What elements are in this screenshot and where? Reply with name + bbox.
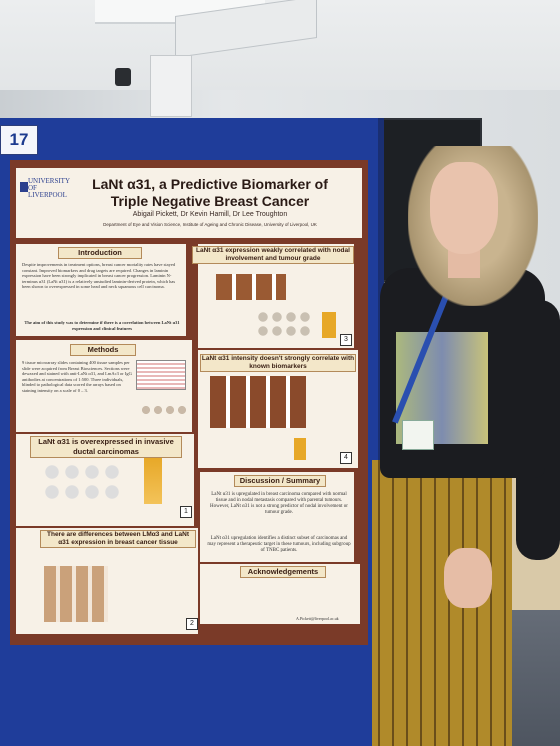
discussion-header: Discussion / Summary — [234, 475, 326, 487]
correlation-bar-image — [322, 312, 336, 338]
panel-number-4: 4 — [340, 452, 352, 464]
introduction-text: Despite improvements in treatment option… — [22, 262, 176, 290]
face — [430, 162, 498, 254]
wall-speaker — [150, 55, 192, 117]
differences-header: There are differences between LMα3 and L… — [40, 530, 196, 548]
acknowledgements-header: Acknowledgements — [240, 566, 326, 578]
panel-number-1: 1 — [180, 506, 192, 518]
checked-trousers — [372, 460, 512, 746]
name-badge — [402, 420, 434, 450]
correlated-header: LaNt α31 expression weakly correlated wi… — [192, 246, 354, 264]
poster-department: Department of Eye and Vision Science, In… — [103, 222, 317, 227]
tumour-stain-images — [216, 274, 286, 300]
panel-number-2: 2 — [186, 618, 198, 630]
crest-icon — [20, 181, 28, 192]
board-number: 17 — [0, 125, 38, 155]
introduction-panel — [16, 244, 186, 336]
contact-email: A.Pickett@liverpool.ac.uk — [296, 616, 339, 621]
tissue-stain-images — [42, 462, 122, 504]
discussion-panel — [200, 472, 354, 562]
overexpressed-header: LaNt α31 is overexpressed in invasive du… — [30, 436, 182, 458]
discussion-text-2: LaNt α31 upregulation identifies a disti… — [207, 536, 351, 553]
panel-number-3: 3 — [340, 334, 352, 346]
ihc-stain-images — [44, 566, 108, 622]
poster-title: LaNt α31, a Predictive Biomarker of Trip… — [75, 176, 345, 210]
poster-authors: Abigail Pickett, Dr Kevin Hamill, Dr Lee… — [132, 211, 288, 218]
microarray-image — [136, 360, 186, 390]
hand — [444, 548, 492, 608]
biomarker-stain-images — [210, 376, 306, 428]
university-logo: UNIVERSITY OF LIVERPOOL — [20, 177, 70, 199]
introduction-header: Introduction — [58, 247, 142, 259]
title-line-1: LaNt α31, a Predictive Biomarker of — [92, 176, 328, 192]
security-camera — [115, 68, 131, 86]
biomarker-bar-image — [294, 438, 306, 460]
bar-chart-image — [144, 458, 162, 504]
tissue-core-images — [140, 404, 186, 416]
nodal-core-images — [256, 310, 312, 338]
logo-text: UNIVERSITY OF LIVERPOOL — [28, 177, 70, 199]
methods-text: 9 tissue microarray slides containing 40… — [22, 360, 132, 393]
poster-header — [16, 168, 362, 238]
title-line-2: Triple Negative Breast Cancer — [110, 193, 310, 209]
methods-header: Methods — [70, 344, 136, 356]
intensity-header: LaNt α31 intensity doesn't strongly corr… — [200, 354, 356, 372]
discussion-text-1: LaNt α31 is upregulated in breast carcin… — [210, 492, 348, 515]
aim-text: The aim of this study was to determine i… — [24, 320, 180, 331]
